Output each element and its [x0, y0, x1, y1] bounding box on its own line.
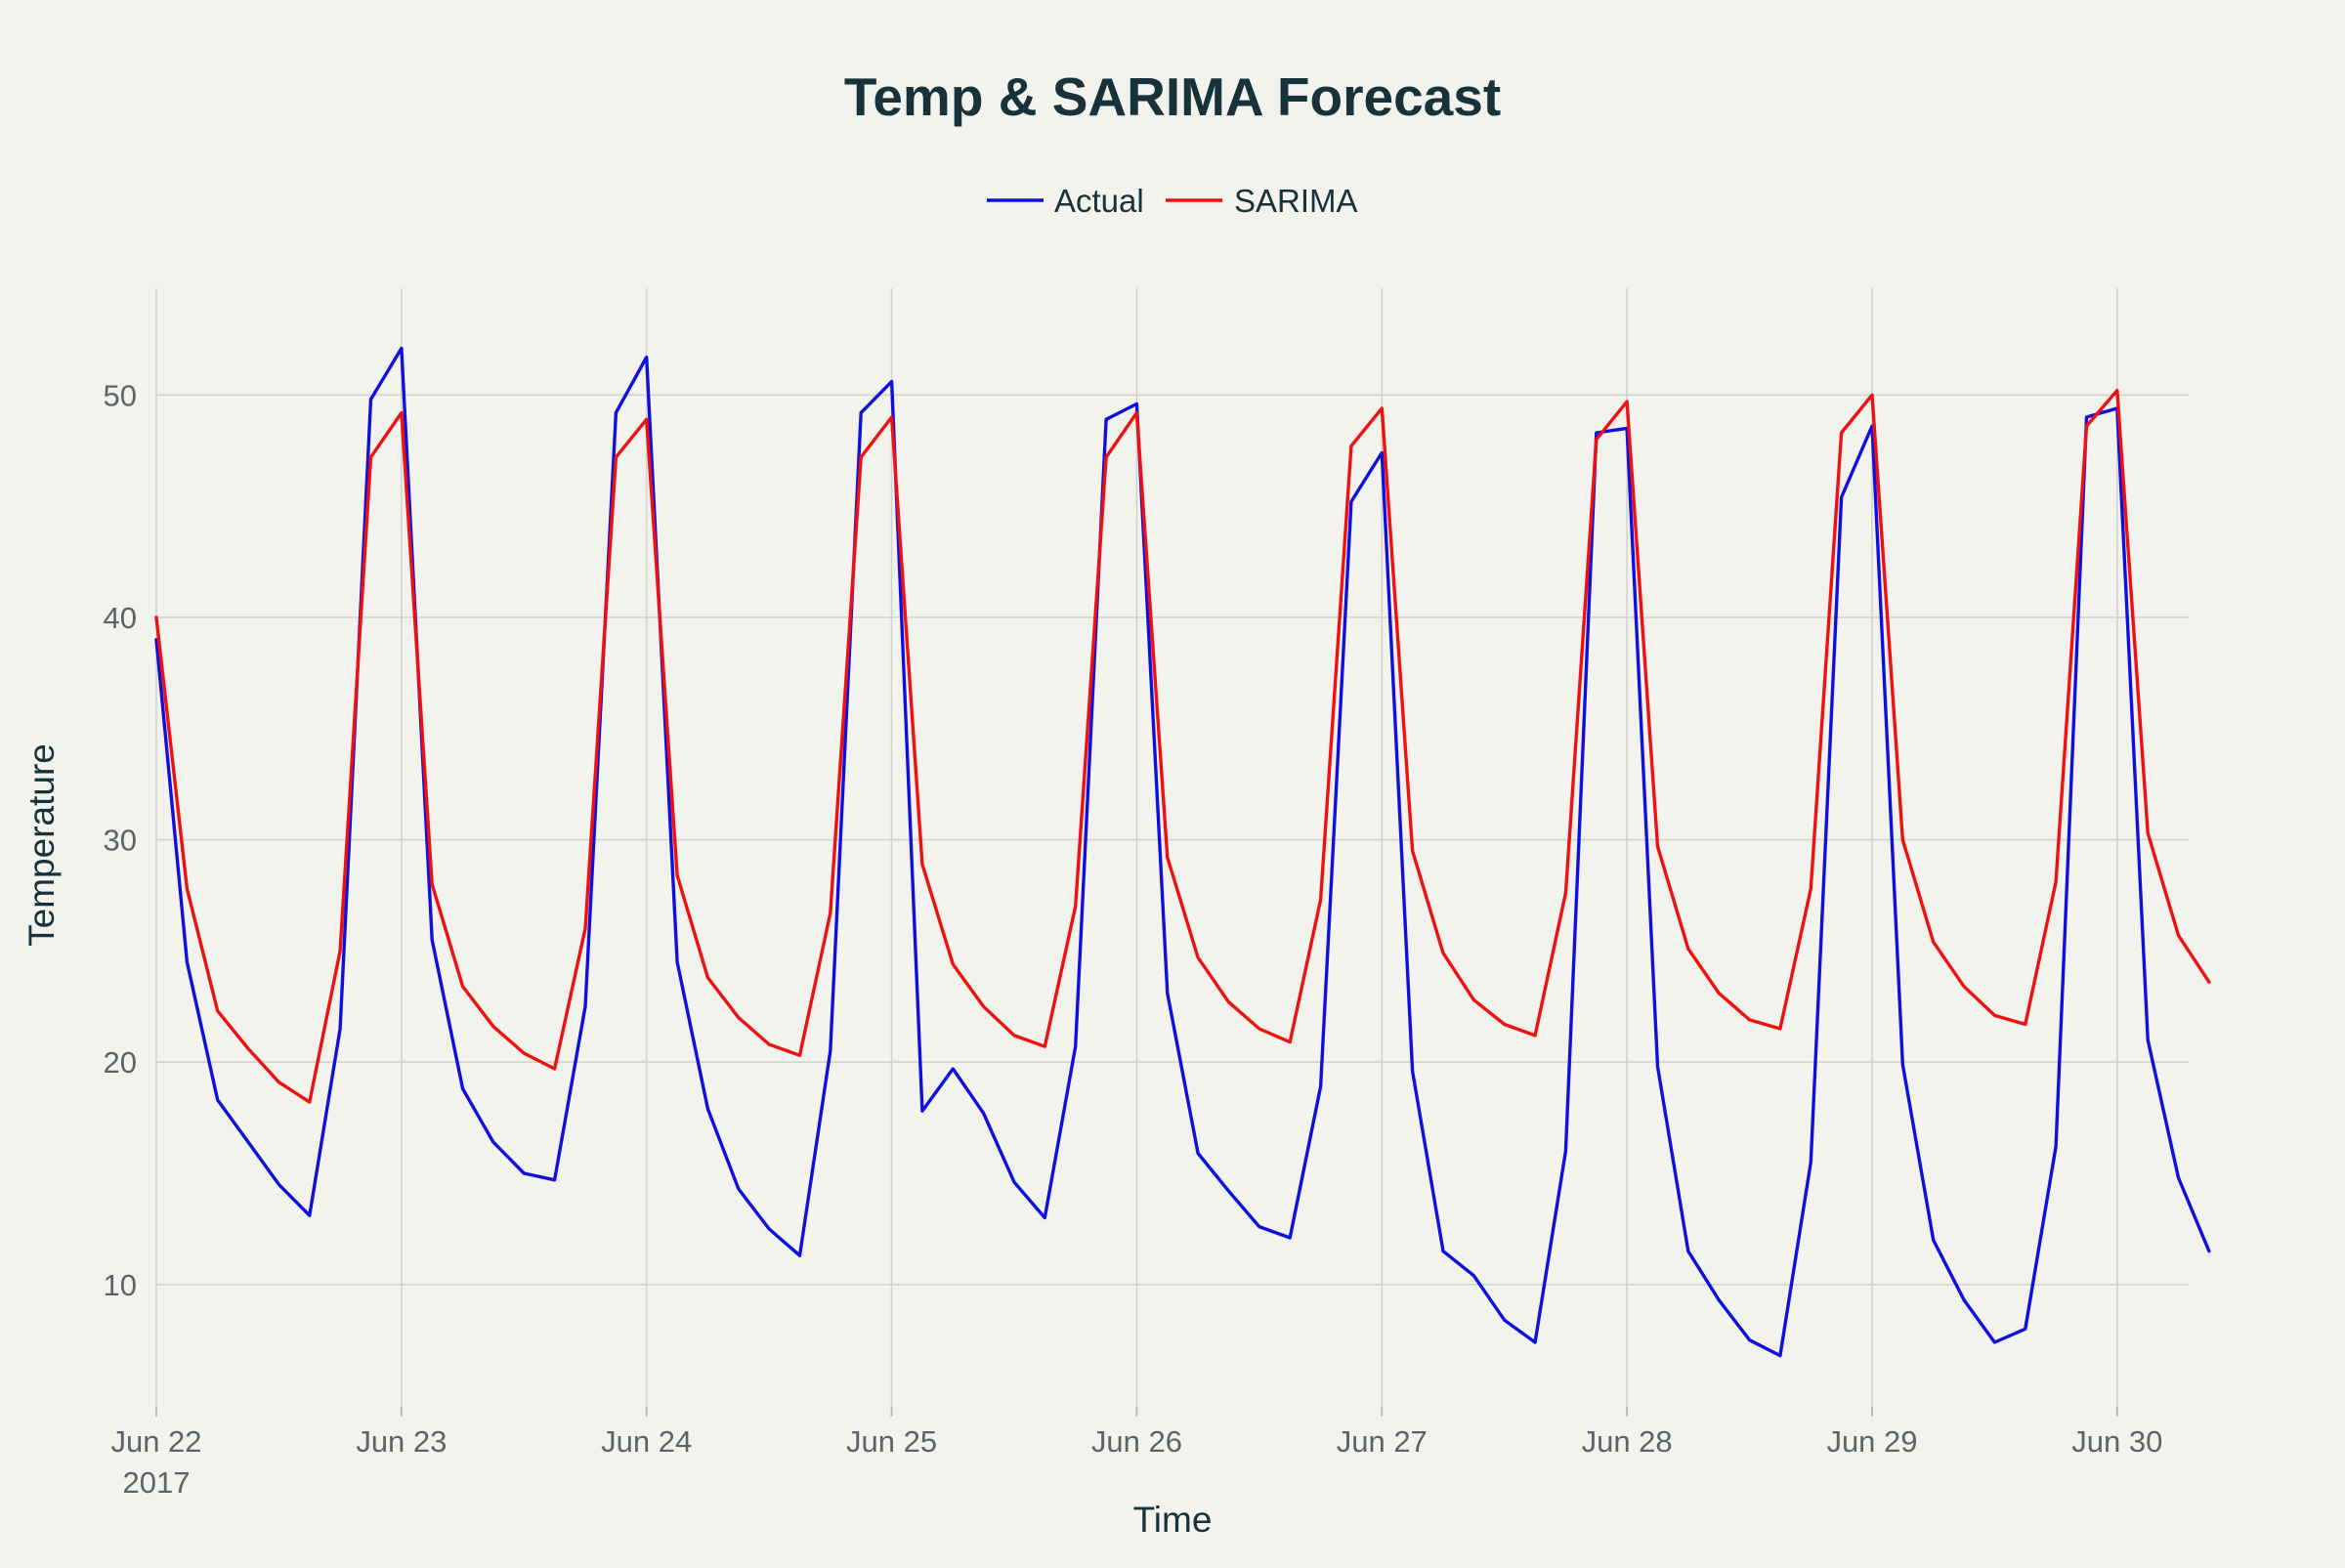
x-tick-sublabel-0: 2017: [123, 1465, 191, 1500]
legend-item-sarima[interactable]: SARIMA: [1166, 183, 1358, 219]
x-tick-label-8: Jun 30: [2071, 1424, 2162, 1459]
legend[interactable]: Actual SARIMA: [987, 183, 1358, 219]
plot-area[interactable]: [154, 346, 2211, 1358]
x-tick-label-3: Jun 25: [846, 1424, 937, 1459]
series-line-actual[interactable]: [154, 346, 2211, 1358]
x-tick-label-5: Jun 27: [1337, 1424, 1428, 1459]
y-tick-label-20: 20: [104, 1045, 137, 1080]
y-tick-label-40: 40: [104, 601, 137, 635]
legend-label-sarima: SARIMA: [1234, 183, 1358, 219]
y-tick-label-50: 50: [104, 378, 137, 412]
x-tick-label-1: Jun 23: [356, 1424, 447, 1459]
series-line-sarima[interactable]: [154, 389, 2211, 1104]
x-tick-label-4: Jun 26: [1091, 1424, 1182, 1459]
x-axis-title: Time: [1133, 1500, 1213, 1540]
legend-item-actual[interactable]: Actual: [987, 183, 1144, 219]
x-tick-label-0: Jun 22: [110, 1424, 201, 1459]
y-tick-label-10: 10: [104, 1268, 137, 1302]
chart-title: Temp & SARIMA Forecast: [844, 66, 1501, 127]
x-axis-ticks: Jun 22 2017 Jun 23 Jun 24 Jun 25 Jun 26 Jun 27…: [110, 1407, 2162, 1500]
y-axis-title: Temperature: [21, 743, 62, 947]
y-axis-ticks: 10 20 30 40 50: [104, 378, 137, 1302]
legend-label-actual: Actual: [1054, 183, 1144, 219]
x-tick-label-6: Jun 28: [1582, 1424, 1673, 1459]
x-gridlines: [155, 288, 2118, 1407]
y-tick-label-30: 30: [104, 824, 137, 858]
x-tick-label-7: Jun 29: [1826, 1424, 1917, 1459]
y-gridlines: [156, 394, 2189, 1286]
x-tick-label-2: Jun 24: [601, 1424, 692, 1459]
